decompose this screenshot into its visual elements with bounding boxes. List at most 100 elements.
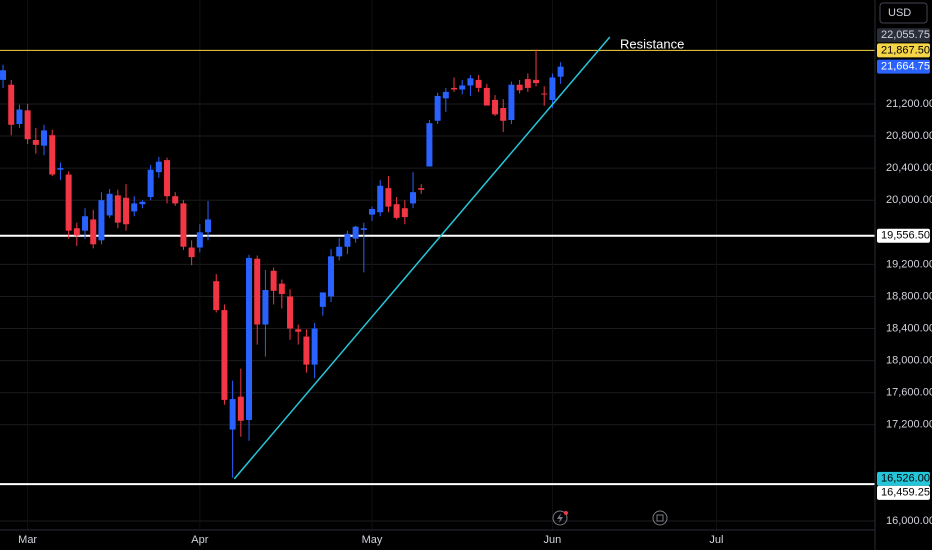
price-label-bg [877, 471, 930, 486]
candle-body [500, 107, 507, 121]
candle-body [295, 329, 302, 332]
price-label-bg [877, 28, 930, 43]
icon[interactable] [552, 510, 568, 526]
price-label-bg [877, 228, 930, 243]
candle-body [385, 188, 392, 207]
candle-body [459, 85, 466, 90]
icon[interactable] [652, 510, 668, 526]
candle-body [106, 193, 113, 216]
y-tick-label: 18,400.00 [886, 322, 932, 334]
candle-body [196, 232, 203, 248]
candle-body [229, 399, 236, 430]
price-label-bg [877, 485, 930, 500]
candle-body [0, 70, 7, 80]
y-tick-label: 18,000.00 [886, 355, 932, 367]
candle-body [336, 246, 343, 257]
candle-body [426, 123, 433, 167]
price-label: 21,664.75 [881, 61, 930, 73]
price-label-bg [877, 59, 930, 74]
candle-body [270, 270, 277, 291]
candle-body [492, 99, 499, 115]
y-tick-label: 21,200.00 [886, 98, 932, 110]
price-label: 22,055.75 [881, 29, 930, 41]
candle-body [369, 209, 376, 215]
candle-body [114, 195, 121, 223]
x-tick-label: Apr [191, 534, 208, 546]
candle-body [123, 197, 130, 225]
annotation: Resistance [620, 36, 684, 51]
candle-body [16, 109, 23, 124]
candle-body [410, 192, 417, 204]
price-label: 16,526.00 [881, 473, 930, 485]
price-label: 16,459.25 [881, 487, 930, 499]
candle-body [451, 87, 458, 90]
candle-body [139, 201, 146, 205]
currency-box[interactable] [879, 2, 928, 24]
candle-body [483, 87, 490, 106]
candle-body [213, 281, 220, 311]
candle-body [401, 208, 408, 218]
candle-body [262, 290, 269, 325]
x-tick-label: May [362, 534, 383, 546]
candle-body [205, 219, 212, 233]
price-label-bg [877, 43, 930, 58]
y-tick-label: 17,200.00 [886, 419, 932, 431]
x-tick-label: Jul [709, 534, 723, 546]
candle-body [352, 226, 359, 239]
candle-body [90, 219, 97, 245]
candle-body [393, 204, 400, 218]
candle-body [533, 79, 540, 84]
candle-body [434, 95, 441, 121]
candle-body [557, 66, 564, 77]
candle-body [24, 110, 31, 140]
price-label: 19,556.50 [881, 230, 930, 242]
candle-body [278, 283, 285, 295]
candle-body [172, 196, 179, 204]
candle-body [303, 336, 310, 365]
candle-body [254, 258, 261, 325]
y-tick-label: 18,800.00 [886, 290, 932, 302]
candle-body [360, 228, 367, 230]
trendline [233, 36, 611, 480]
x-tick-label: Jun [544, 534, 562, 546]
candle-body [147, 169, 154, 197]
candle-body [180, 203, 187, 247]
candle-body [311, 328, 318, 365]
candle-body [32, 140, 39, 145]
candle-body [541, 93, 548, 95]
candle-body [98, 200, 105, 241]
price-label: 21,867.50 [881, 44, 930, 56]
candle-body [237, 396, 244, 421]
candle-body [344, 233, 351, 247]
y-tick-label: 20,400.00 [886, 162, 932, 174]
x-tick-label: Mar [18, 534, 37, 546]
candle-body [41, 130, 48, 146]
candle-body [287, 296, 294, 329]
candle-body [221, 310, 228, 400]
candle-body [377, 185, 384, 213]
candle-body [319, 292, 326, 307]
candle-body [328, 256, 335, 297]
candle-body [524, 79, 531, 88]
candle-body [246, 257, 253, 420]
candle-body [418, 188, 425, 190]
candle-body [549, 77, 556, 100]
y-tick-label: 17,600.00 [886, 387, 932, 399]
candle-body [65, 174, 72, 231]
candle-body [164, 160, 171, 197]
candle-body [82, 216, 89, 231]
y-tick-label: 20,000.00 [886, 194, 932, 206]
candle-body [155, 161, 162, 173]
candle-body [131, 203, 138, 212]
candle-body [516, 84, 523, 91]
y-tick-label: 16,000.00 [886, 515, 932, 527]
candle-body [508, 84, 515, 120]
y-tick-label: 19,200.00 [886, 258, 932, 270]
candle-body [8, 84, 15, 125]
candle-body [49, 135, 56, 175]
candle-body [73, 228, 80, 236]
currency: USD [888, 7, 911, 19]
y-tick-label: 20,800.00 [886, 130, 932, 142]
